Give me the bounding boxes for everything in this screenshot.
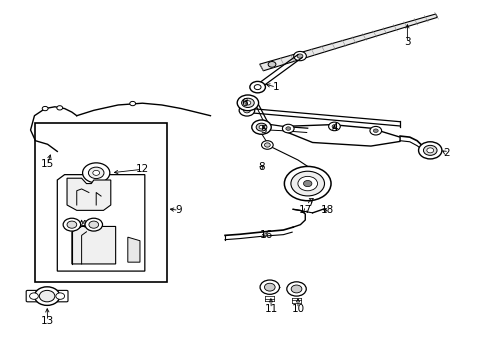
Polygon shape	[259, 14, 437, 71]
Circle shape	[256, 123, 266, 131]
Circle shape	[129, 102, 135, 106]
Text: 9: 9	[175, 205, 182, 215]
Circle shape	[249, 81, 265, 93]
Circle shape	[42, 107, 48, 111]
Circle shape	[39, 291, 55, 302]
Circle shape	[243, 108, 250, 113]
Circle shape	[372, 129, 377, 132]
Text: 15: 15	[41, 159, 54, 169]
Text: 18: 18	[320, 205, 333, 215]
Text: 2: 2	[442, 148, 448, 158]
Circle shape	[63, 218, 81, 231]
Circle shape	[260, 280, 279, 294]
Circle shape	[264, 283, 275, 291]
Text: 4: 4	[330, 123, 337, 133]
Circle shape	[297, 54, 303, 58]
Circle shape	[284, 166, 330, 201]
Circle shape	[328, 122, 340, 131]
Circle shape	[254, 85, 261, 90]
Circle shape	[30, 293, 38, 299]
Text: 16: 16	[259, 230, 272, 240]
Circle shape	[369, 126, 381, 135]
Text: 14: 14	[75, 220, 88, 230]
Text: 10: 10	[291, 303, 304, 314]
Polygon shape	[127, 237, 140, 262]
FancyBboxPatch shape	[26, 291, 41, 302]
FancyBboxPatch shape	[53, 291, 68, 302]
Text: 11: 11	[264, 303, 277, 314]
Polygon shape	[67, 178, 111, 210]
Circle shape	[426, 148, 433, 153]
Circle shape	[244, 101, 250, 105]
Circle shape	[259, 125, 264, 129]
Text: 17: 17	[298, 205, 311, 215]
Circle shape	[331, 125, 336, 128]
Circle shape	[282, 124, 293, 133]
Circle shape	[297, 176, 317, 191]
Circle shape	[261, 141, 273, 149]
Text: 3: 3	[403, 37, 410, 48]
Text: 7: 7	[306, 198, 313, 208]
Circle shape	[293, 51, 305, 61]
Circle shape	[89, 221, 99, 228]
Circle shape	[34, 287, 60, 305]
Circle shape	[56, 293, 64, 299]
Text: 6: 6	[241, 98, 247, 108]
Circle shape	[418, 142, 441, 159]
Circle shape	[67, 221, 77, 228]
Circle shape	[290, 285, 301, 293]
Bar	[35, 123, 166, 282]
Circle shape	[290, 171, 324, 196]
Circle shape	[303, 180, 311, 186]
Circle shape	[285, 127, 290, 130]
Text: 13: 13	[41, 316, 54, 326]
Circle shape	[286, 282, 305, 296]
Circle shape	[267, 62, 275, 67]
Circle shape	[85, 218, 102, 231]
Polygon shape	[72, 226, 116, 264]
Text: 1: 1	[272, 82, 279, 92]
Text: 8: 8	[258, 162, 264, 172]
Circle shape	[423, 145, 436, 156]
Circle shape	[241, 98, 254, 108]
Circle shape	[93, 170, 100, 175]
Circle shape	[239, 105, 254, 116]
Circle shape	[88, 167, 104, 179]
Polygon shape	[57, 175, 144, 271]
Circle shape	[264, 143, 270, 147]
Circle shape	[251, 120, 271, 134]
Circle shape	[82, 163, 110, 183]
Text: 5: 5	[260, 125, 267, 135]
Circle shape	[237, 95, 258, 111]
Text: 12: 12	[136, 164, 149, 174]
Circle shape	[57, 106, 62, 110]
